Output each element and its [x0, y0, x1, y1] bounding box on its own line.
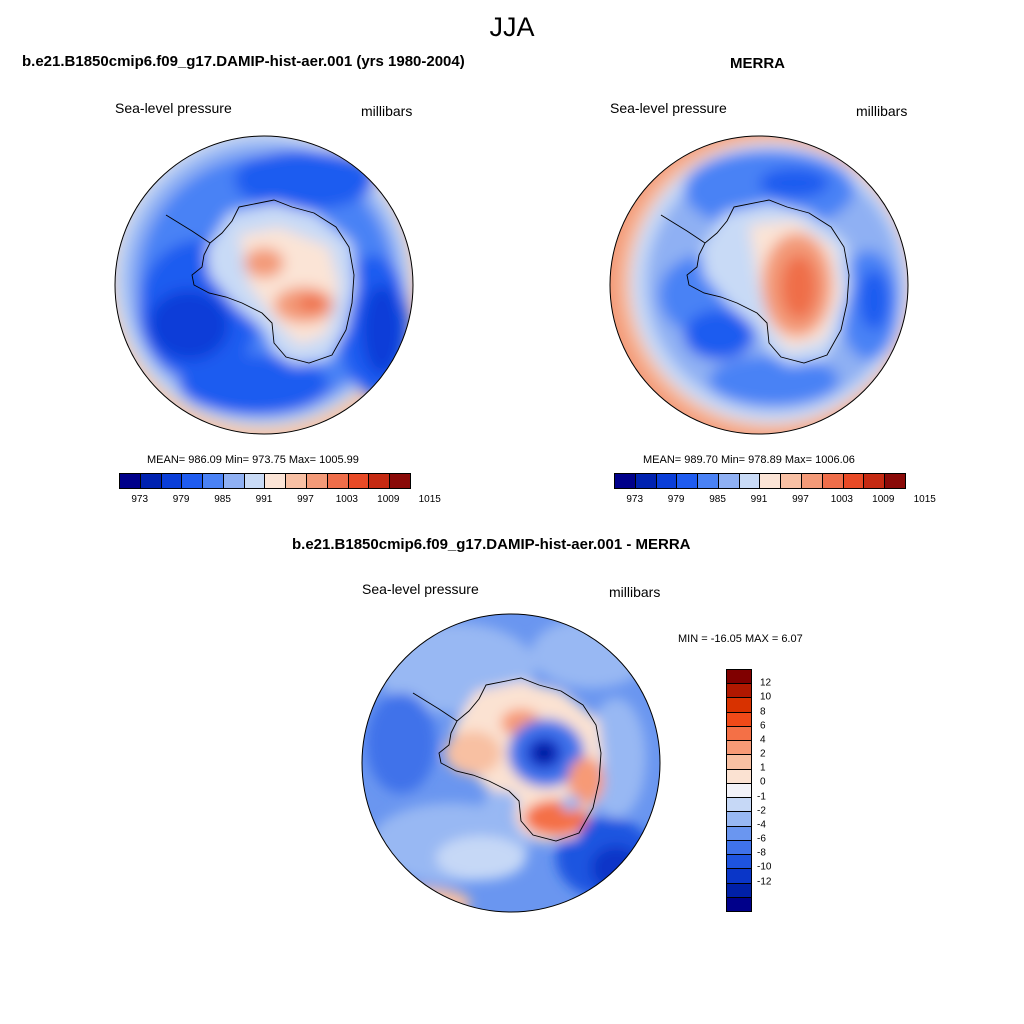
panel2-colorbar-swatch — [739, 474, 761, 488]
panel2-colorbar-swatch — [718, 474, 740, 488]
panel2-colorbar-swatch — [635, 474, 657, 488]
panel2-colorbar-swatch — [760, 474, 782, 488]
panel2-colorbar-tick-label: 1009 — [872, 494, 895, 505]
panel3-colorbar-tick-label: 10 — [760, 691, 772, 703]
panel3-colorbar-tick-label: 6 — [760, 720, 766, 732]
panel3-colorbar-tick-label: -10 — [757, 861, 772, 873]
panel1-colorbar-swatch — [223, 474, 245, 488]
panel1-colorbar-tick-label: 985 — [214, 494, 231, 505]
panel1-colorbar-swatch — [244, 474, 266, 488]
panel2-polar-map — [609, 135, 909, 435]
panel3-colorbar-swatch — [727, 755, 751, 770]
panel2-colorbar-swatch — [802, 474, 823, 488]
panel3-variable-label: Sea-level pressure — [362, 581, 479, 597]
panel3-colorbar-swatch — [727, 769, 751, 784]
panel3-colorbar-swatch — [727, 897, 751, 911]
panel1-colorbar-tick-label: 991 — [255, 494, 273, 505]
panel3-colorbar-swatch — [727, 826, 751, 841]
panel3-colorbar-tick-label: -2 — [757, 805, 766, 817]
panel1-colorbar-swatch — [369, 474, 391, 488]
panel2-colorbar — [614, 473, 906, 489]
panel2-colorbar-labels: 973 979 985 991 997 1003 1009 1015 — [614, 494, 935, 508]
panel3-colorbar-swatch — [727, 840, 751, 856]
panel2-title: MERRA — [730, 55, 785, 72]
panel3-colorbar-tick-label: 8 — [760, 706, 766, 718]
panel1-colorbar-swatch — [390, 474, 410, 488]
panel1-colorbar-swatch — [348, 474, 370, 488]
panel3-colorbar-tick-label: 12 — [760, 677, 772, 689]
panel1-colorbar-tick-label: 1015 — [418, 494, 441, 505]
panel3-colorbar-tick-label: -12 — [757, 876, 772, 888]
panel3-colorbar-labels: 12 10 8 6 4 2 1 0 -1 -2 -4 -6 -8 -10 -12 — [757, 669, 800, 910]
panel1-colorbar-swatch — [265, 474, 287, 488]
panel3-colorbar-tick-label: 0 — [760, 776, 766, 788]
panel3-colorbar-swatch — [727, 698, 751, 713]
panel3-colorbar-tick-label: -4 — [757, 819, 766, 831]
page-title: JJA — [489, 12, 535, 42]
panel1-polar-map — [114, 135, 414, 435]
panel2-colorbar-tick-label: 985 — [709, 494, 726, 505]
panel2-stats: MEAN= 989.70 Min= 978.89 Max= 1006.06 — [643, 454, 855, 466]
panel1-units-label: millibars — [361, 103, 413, 119]
panel3-polar-map — [361, 613, 661, 913]
panel1-colorbar-tick-label: 973 — [131, 494, 149, 505]
panel3-colorbar-tick-label: -6 — [757, 833, 766, 845]
panel3-colorbar-swatch — [727, 783, 751, 799]
panel3-colorbar-swatch — [727, 712, 751, 727]
panel2-colorbar-swatch — [843, 474, 865, 488]
panel3-colorbar-tick-label: 4 — [760, 734, 766, 746]
panel1-colorbar-tick-label: 1003 — [335, 494, 358, 505]
panel3-colorbar-tick-label: -8 — [757, 847, 766, 859]
panel1-colorbar-swatch — [203, 474, 224, 488]
panel1-colorbar-swatch — [120, 474, 141, 488]
panel1-colorbar-swatch — [307, 474, 328, 488]
panel1-colorbar-swatch — [327, 474, 349, 488]
panel2-colorbar-tick-label: 1003 — [830, 494, 853, 505]
panel3-units-label: millibars — [609, 584, 661, 600]
panel1-colorbar-swatch — [140, 474, 162, 488]
panel2-colorbar-swatch — [781, 474, 803, 488]
panel2-units-label: millibars — [856, 103, 908, 119]
panel2-colorbar-tick-label: 1015 — [913, 494, 936, 505]
panel3-colorbar-swatch — [727, 855, 751, 870]
panel3-stats: MIN = -16.05 MAX = 6.07 — [678, 633, 803, 645]
panel2-colorbar-swatch — [698, 474, 719, 488]
panel3-colorbar-swatch — [727, 741, 751, 756]
panel3-colorbar-swatch — [727, 812, 751, 827]
panel2-colorbar-tick-label: 991 — [750, 494, 768, 505]
panel3-colorbar-swatch — [727, 670, 751, 685]
panel1-stats: MEAN= 986.09 Min= 973.75 Max= 1005.99 — [147, 454, 359, 466]
panel1-colorbar-tick-label: 997 — [297, 494, 314, 505]
panel2-colorbar-swatch — [615, 474, 636, 488]
panel2-colorbar-tick-label: 973 — [626, 494, 644, 505]
panel3-colorbar-tick-label: 2 — [760, 748, 766, 760]
panel2-colorbar-swatch — [822, 474, 844, 488]
panel1-title: b.e21.B1850cmip6.f09_g17.DAMIP-hist-aer.… — [22, 53, 465, 70]
panel1-colorbar-swatch — [286, 474, 308, 488]
panel2-colorbar-tick-label: 979 — [667, 494, 685, 505]
panel3-colorbar-swatch — [727, 798, 751, 813]
panel2-colorbar-tick-label: 997 — [792, 494, 809, 505]
panel1-colorbar-swatch — [161, 474, 183, 488]
panel1-colorbar-tick-label: 979 — [172, 494, 190, 505]
panel1-colorbar — [119, 473, 411, 489]
panel1-colorbar-swatch — [182, 474, 204, 488]
panel3-colorbar-swatch — [727, 869, 751, 884]
panel3-colorbar — [726, 669, 752, 912]
panel3-colorbar-tick-label: -1 — [757, 791, 766, 803]
panel3-title: b.e21.B1850cmip6.f09_g17.DAMIP-hist-aer.… — [292, 536, 691, 553]
panel1-colorbar-labels: 973 979 985 991 997 1003 1009 1015 — [119, 494, 440, 508]
panel2-colorbar-swatch — [677, 474, 699, 488]
panel2-variable-label: Sea-level pressure — [610, 100, 727, 116]
panel2-colorbar-swatch — [656, 474, 678, 488]
panel2-colorbar-swatch — [885, 474, 905, 488]
panel3-colorbar-swatch — [727, 684, 751, 699]
panel1-colorbar-tick-label: 1009 — [377, 494, 400, 505]
panel2-colorbar-swatch — [864, 474, 886, 488]
panel1-variable-label: Sea-level pressure — [115, 100, 232, 116]
panel3-colorbar-tick-label: 1 — [760, 762, 766, 774]
panel3-colorbar-swatch — [727, 883, 751, 898]
panel3-colorbar-swatch — [727, 726, 751, 742]
